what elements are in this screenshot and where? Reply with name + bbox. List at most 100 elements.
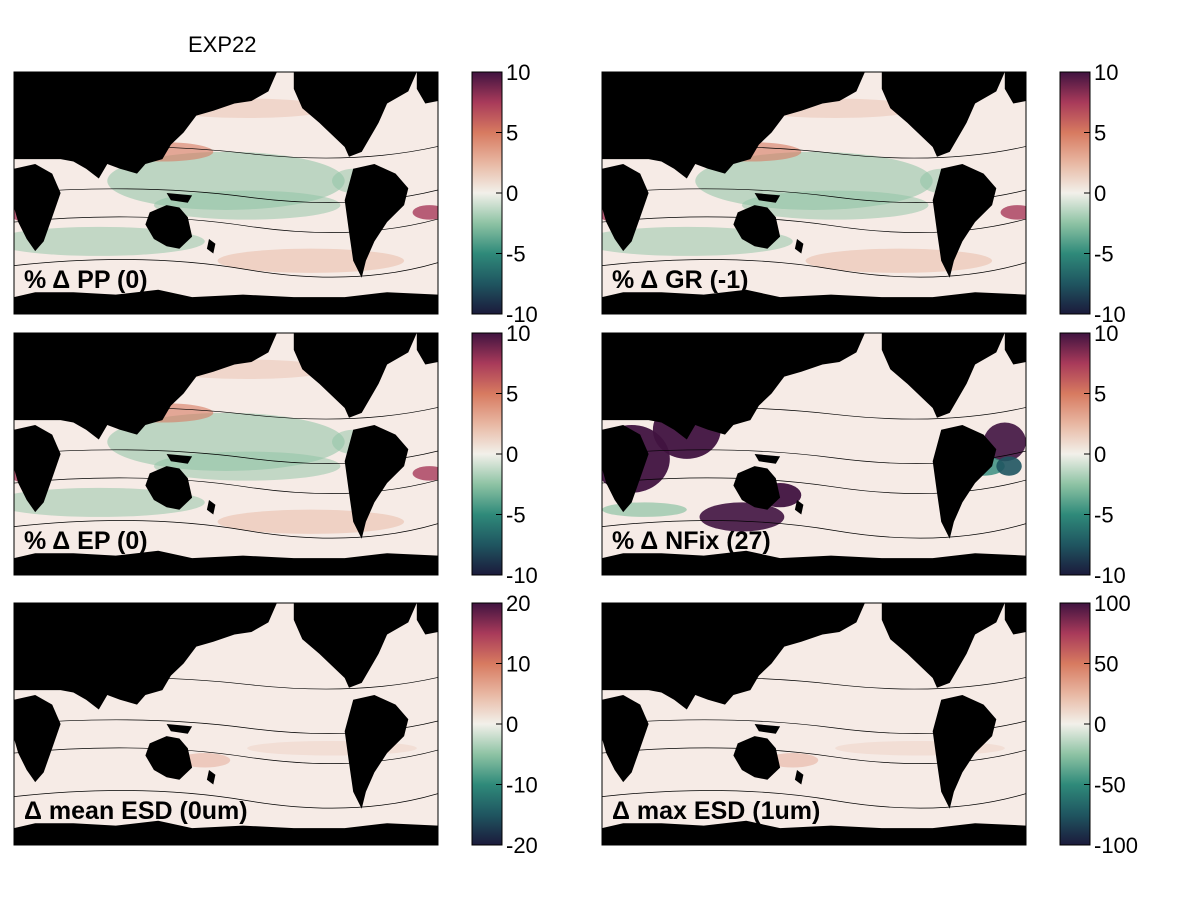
land-mass xyxy=(344,425,409,539)
panel-label: % Δ PP (0) xyxy=(24,266,148,294)
land-mass xyxy=(602,425,649,513)
panel-label: % Δ NFix (27) xyxy=(612,527,771,555)
land-mass xyxy=(733,205,781,249)
contour-line xyxy=(14,520,438,539)
colorbar-tick-label: 5 xyxy=(1094,121,1106,146)
land-mass xyxy=(14,425,61,513)
land-mass xyxy=(293,72,417,157)
colorbar-tick-label: -10 xyxy=(1094,563,1126,588)
land-mass xyxy=(206,500,216,515)
anomaly-patch xyxy=(153,190,341,220)
anomaly-patch xyxy=(602,502,687,517)
land-mass xyxy=(166,454,193,464)
land-mass xyxy=(206,770,216,785)
colorbar-tick-label: -50 xyxy=(1094,773,1126,798)
colorbar-tick-label: 0 xyxy=(1094,181,1106,206)
land-mass xyxy=(344,164,409,278)
colorbar-tick-label: -5 xyxy=(1094,503,1114,528)
panel-gr: % Δ GR (-1) 10 5 0 -5 -10 xyxy=(601,60,1126,327)
contour-line xyxy=(602,790,1026,809)
colorbar-tick-label: 50 xyxy=(1094,652,1118,677)
land-mass xyxy=(932,164,997,278)
land-mass xyxy=(145,736,193,780)
land-mass xyxy=(14,164,61,252)
land-mass xyxy=(602,164,649,252)
panel-maxesd: Δ max ESD (1um) 100 50 0 -50 -100 xyxy=(601,591,1138,858)
map-frame xyxy=(601,71,1027,315)
land-mass xyxy=(166,193,193,203)
land-mass xyxy=(794,239,804,254)
land-mass xyxy=(293,333,417,418)
land-mass xyxy=(416,603,438,635)
land-mass xyxy=(344,695,409,809)
colorbar-tick-label: 5 xyxy=(1094,382,1106,407)
land-mass xyxy=(754,724,781,734)
land-mass xyxy=(416,72,438,104)
map-frame xyxy=(13,332,439,576)
panel-meanesd: Δ mean ESD (0um) 20 10 0 -10 -20 xyxy=(13,591,538,858)
colorbar-tick-label: 5 xyxy=(506,382,518,407)
anomaly-patch xyxy=(767,753,819,768)
land-mass xyxy=(881,72,1005,157)
contour-line xyxy=(602,259,1026,278)
map-frame xyxy=(13,602,439,846)
colorbar-tick-label: 5 xyxy=(506,121,518,146)
anomaly-layer xyxy=(14,72,438,314)
land-mass xyxy=(14,333,277,440)
land-mass xyxy=(794,500,804,515)
anomaly-patch xyxy=(741,190,929,220)
panel-label: % Δ EP (0) xyxy=(24,527,148,555)
land-mass xyxy=(602,333,865,440)
land-mass xyxy=(602,603,865,710)
anomaly-layer xyxy=(602,72,1026,314)
map-frame xyxy=(601,332,1027,576)
panel-ep: % Δ EP (0) 10 5 0 -5 -10 xyxy=(13,321,538,588)
land-mass xyxy=(881,333,1005,418)
land-mass xyxy=(14,550,438,575)
colorbar-tick-label: 0 xyxy=(1094,442,1106,467)
anomaly-patch xyxy=(699,502,785,532)
colorbar-tick-label: 0 xyxy=(506,442,518,467)
anomaly-layer xyxy=(14,333,438,575)
land-mass xyxy=(14,820,438,845)
land-mass xyxy=(1004,603,1026,635)
anomaly-patch xyxy=(1000,205,1026,220)
map-frame xyxy=(13,71,439,315)
colorbar-tick-label: 10 xyxy=(506,652,530,677)
land-mass xyxy=(1004,333,1026,365)
land-mass xyxy=(733,466,781,510)
colorbar-tick-label: 0 xyxy=(1094,712,1106,737)
colorbar-tick-label: 10 xyxy=(1094,321,1118,346)
land-mass xyxy=(14,603,277,710)
contour-line xyxy=(602,520,1026,539)
colorbar-tick-label: 0 xyxy=(506,181,518,206)
land-mass xyxy=(794,770,804,785)
land-mass xyxy=(14,695,61,783)
contour-line xyxy=(14,259,438,278)
panel-pp: % Δ PP (0) 10 5 0 -5 -10 xyxy=(13,60,538,327)
colorbar-tick-label: -10 xyxy=(506,302,538,327)
land-mass xyxy=(14,72,277,179)
colorbar-tick-label: -10 xyxy=(1094,302,1126,327)
colorbar-tick-label: -100 xyxy=(1094,833,1138,858)
anomaly-patch xyxy=(412,205,438,220)
colorbar-tick-label: 10 xyxy=(506,321,530,346)
anomaly-layer xyxy=(14,603,438,845)
land-mass xyxy=(733,736,781,780)
anomaly-patch xyxy=(412,466,438,481)
anomaly-layer xyxy=(602,603,1026,845)
land-mass xyxy=(14,289,438,314)
colorbar-tick-label: 20 xyxy=(506,591,530,616)
land-mass xyxy=(881,603,1005,688)
figure-title: EXP22 xyxy=(188,32,257,57)
colorbar-tick-label: 100 xyxy=(1094,591,1131,616)
land-mass xyxy=(602,820,1026,845)
colorbar-tick-label: -20 xyxy=(506,833,538,858)
land-mass xyxy=(932,425,997,539)
land-mass xyxy=(602,72,865,179)
anomaly-layer xyxy=(602,333,1026,575)
panel-nfix: % Δ NFix (27) 10 5 0 -5 -10 xyxy=(601,321,1126,588)
land-mass xyxy=(145,205,193,249)
land-mass xyxy=(1004,72,1026,104)
